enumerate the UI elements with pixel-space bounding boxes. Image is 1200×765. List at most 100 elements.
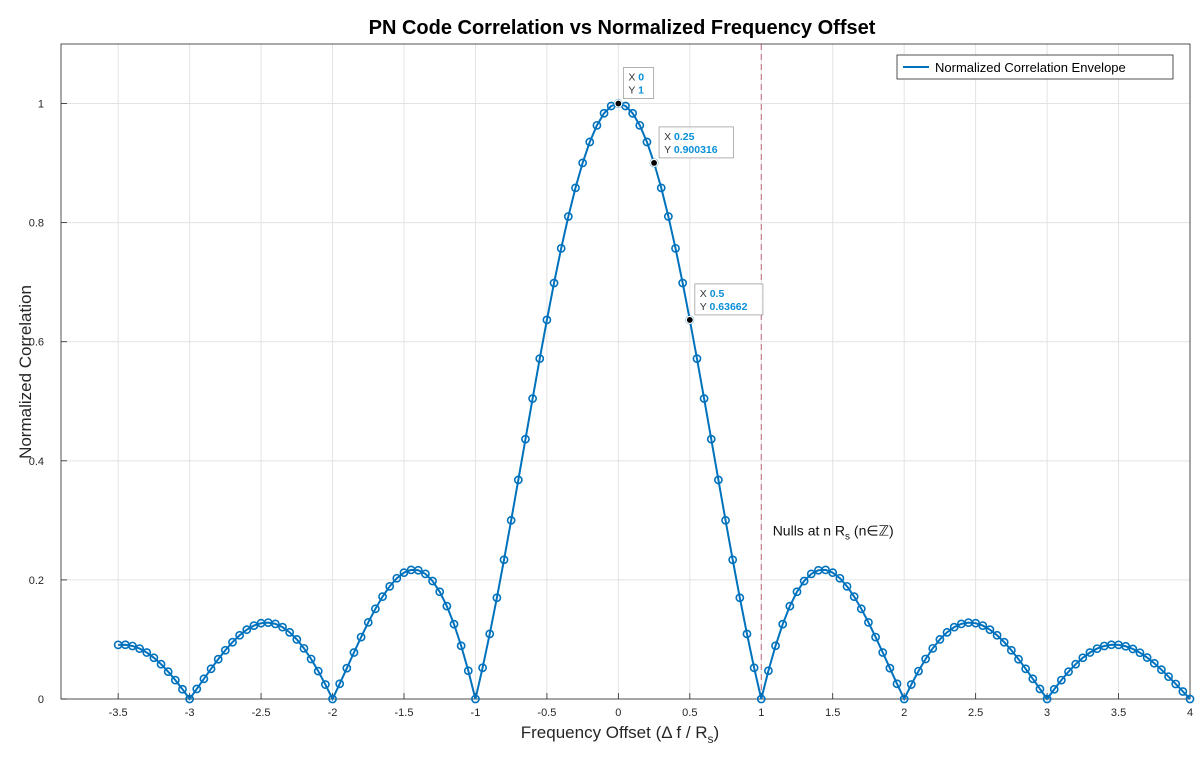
data-point-marker xyxy=(506,515,516,525)
data-point-marker xyxy=(1135,648,1145,658)
data-point-marker xyxy=(328,694,337,704)
data-point-marker xyxy=(1142,653,1152,662)
y-tick-label: 0 xyxy=(38,694,44,706)
data-point-marker xyxy=(1164,672,1173,682)
data-point-marker xyxy=(656,183,666,193)
x-axis-label-subscript: s xyxy=(708,732,714,746)
data-point-marker xyxy=(1128,644,1138,654)
x-tick-label: 2 xyxy=(901,707,907,719)
data-point-marker xyxy=(199,674,209,684)
nulls-annotation: Nulls at n Rs (n∈ℤ) xyxy=(773,522,894,542)
data-point-marker xyxy=(1071,659,1081,669)
data-point-marker xyxy=(463,666,473,676)
y-tick-label: 0.6 xyxy=(29,337,44,349)
data-point-marker xyxy=(270,619,280,629)
data-point-marker xyxy=(471,694,480,704)
datatip-marker xyxy=(614,99,623,108)
x-tick-label: -2 xyxy=(328,707,338,719)
data-point-marker xyxy=(278,622,287,632)
data-point-marker xyxy=(578,158,588,168)
data-point-marker xyxy=(842,581,852,591)
data-point-marker xyxy=(299,643,309,653)
data-point-marker xyxy=(549,278,559,288)
data-point-marker xyxy=(663,212,673,221)
datatip-y-value: 0.63662 xyxy=(710,301,748,313)
data-point-marker xyxy=(764,666,773,676)
data-point-marker xyxy=(735,593,745,603)
data-point-marker xyxy=(978,621,988,630)
x-tick-label: 1 xyxy=(758,707,764,719)
data-point-marker xyxy=(513,475,523,485)
data-point-marker xyxy=(220,645,230,655)
data-point-marker xyxy=(899,694,909,704)
x-tick-label: 0.5 xyxy=(682,707,697,719)
data-point-marker xyxy=(478,663,487,673)
data-point-marker xyxy=(306,654,316,664)
data-point-marker xyxy=(621,101,630,111)
datatip-x-key: X xyxy=(628,72,638,84)
data-point-marker xyxy=(413,565,423,575)
data-point-marker xyxy=(492,593,502,603)
data-point-marker xyxy=(642,137,652,147)
data-point-marker xyxy=(921,654,931,664)
data-point-marker xyxy=(156,659,166,669)
data-point-marker xyxy=(335,679,345,689)
data-point-marker xyxy=(363,618,373,627)
data-point-marker xyxy=(999,637,1009,647)
legend-box xyxy=(896,54,1174,80)
x-tick-label: 3.5 xyxy=(1111,707,1126,719)
datatip-x-value: 0 xyxy=(638,72,644,84)
datatip: X 0.25Y 0.900316 xyxy=(649,126,734,168)
data-point-marker xyxy=(213,654,223,664)
data-point-marker xyxy=(185,694,195,704)
datatip-x-key: X xyxy=(664,131,674,143)
datatip-x-row: X 0.5 xyxy=(700,288,725,300)
y-axis-label: Normalized Correlation xyxy=(16,285,35,459)
legend-label: Normalized Correlation Envelope xyxy=(935,60,1126,75)
datatip-x-value: 0.25 xyxy=(674,131,695,143)
data-point-marker xyxy=(1035,684,1045,694)
data-point-marker xyxy=(678,278,688,288)
data-point-marker xyxy=(535,354,545,364)
data-point-marker xyxy=(635,120,645,130)
x-tick-label: -0.5 xyxy=(537,707,556,719)
data-point-marker xyxy=(778,619,788,629)
data-point-marker xyxy=(1171,679,1181,689)
x-tick-label: -1.5 xyxy=(395,707,414,719)
data-point-marker xyxy=(1185,694,1195,704)
data-point-marker xyxy=(521,434,530,444)
data-point-marker xyxy=(864,618,873,627)
data-point-marker xyxy=(749,663,759,673)
data-point-marker xyxy=(1078,653,1088,663)
data-point-marker xyxy=(428,576,437,586)
axes-box xyxy=(60,43,1191,700)
x-axis-label-main: Frequency Offset (Δ f / R xyxy=(521,723,708,742)
data-point-marker xyxy=(170,675,180,685)
data-point-marker xyxy=(1006,645,1016,655)
data-point-marker xyxy=(1157,665,1166,675)
plot-area: -3.5 -3 -2.5 -2 -1.5 -1 -0.5 0 0.5 1 1.5 2 2.5 3 3.5 4 0… xyxy=(29,43,1195,719)
datatip-box xyxy=(622,67,655,99)
legend: Normalized Correlation Envelope xyxy=(896,54,1174,80)
data-point-marker xyxy=(192,684,202,694)
data-point-marker xyxy=(849,592,859,602)
datatip-box xyxy=(658,126,734,159)
data-point-marker xyxy=(556,243,566,253)
data-point-marker xyxy=(878,648,888,657)
datatip-y-row: Y 1 xyxy=(628,85,644,97)
x-tick-label: -3 xyxy=(185,707,195,719)
data-point-marker xyxy=(992,630,1002,640)
data-point-marker xyxy=(235,630,245,640)
data-point-marker xyxy=(713,475,723,485)
data-point-marker xyxy=(835,573,845,583)
data-point-marker xyxy=(728,555,738,565)
datatip: X 0Y 1 xyxy=(614,67,655,108)
data-point-marker xyxy=(528,394,538,403)
data-point-marker xyxy=(1121,641,1131,651)
data-point-marker xyxy=(163,667,173,677)
data-point-marker xyxy=(585,137,595,147)
data-point-marker xyxy=(1042,694,1052,704)
data-point-marker xyxy=(1085,648,1095,657)
